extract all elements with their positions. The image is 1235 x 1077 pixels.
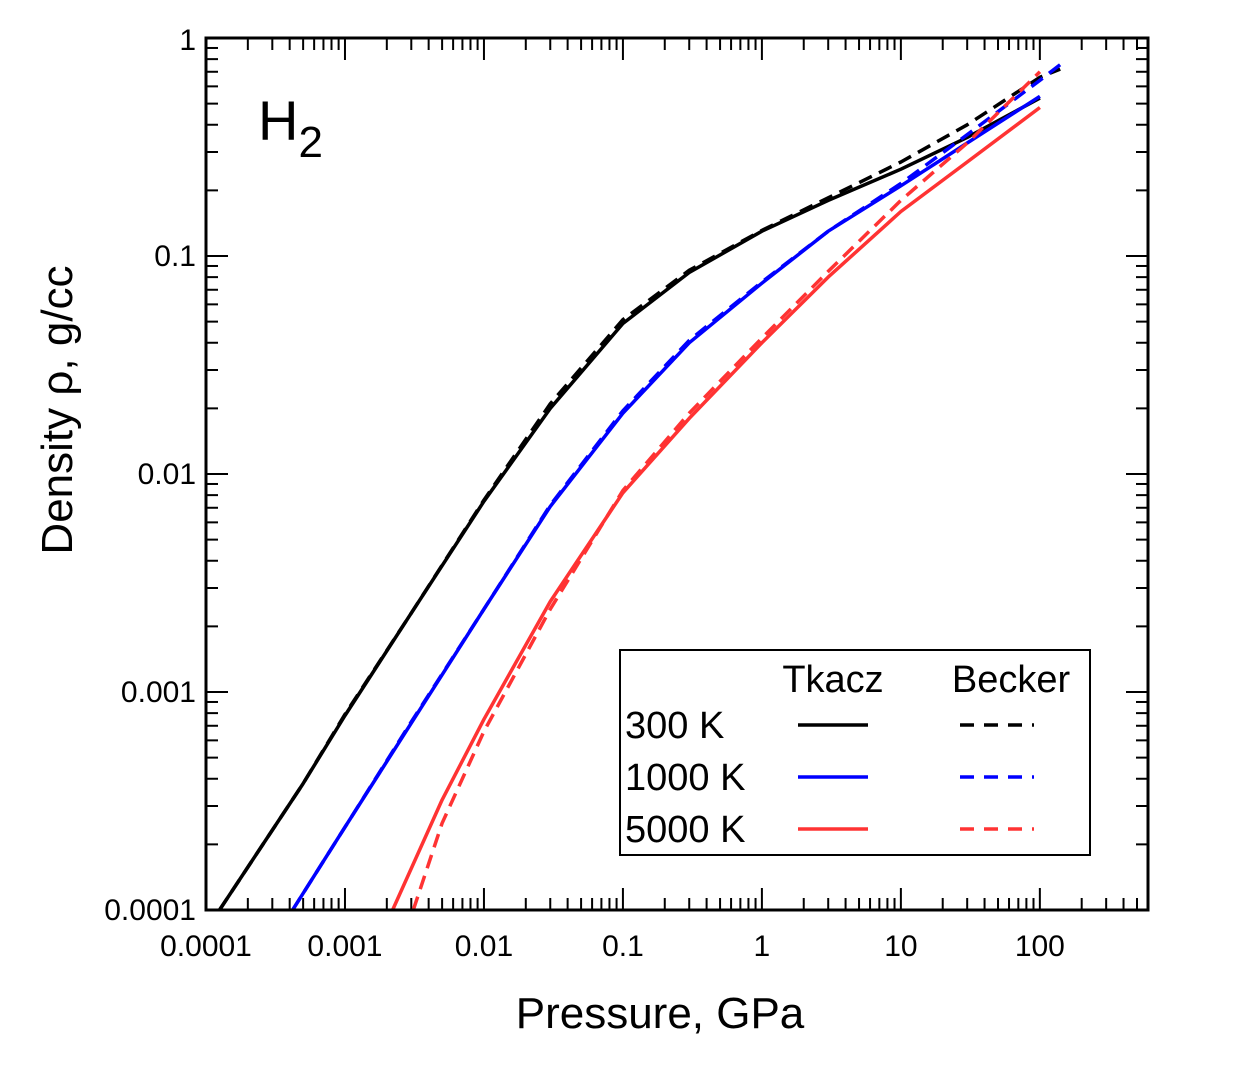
h2-annotation-subscript: 2 [298,118,322,167]
x-tick-label: 10 [884,930,917,963]
y-axis-title: Density ρ, g/cc [33,265,82,554]
legend-box [619,649,1091,856]
y-tick-label: 1 [179,24,196,57]
y-tick-label: 0.01 [138,458,196,491]
x-tick-label: 1 [754,930,771,963]
plot-frame [204,36,1150,912]
series-line-1000-k-becker [291,60,1066,911]
legend-label: 5000 K [625,809,745,851]
series-layer [218,60,1066,911]
legend-rows: 300 K 1000 K 5000 K [625,705,1034,851]
h2-annotation: H2 [258,89,323,167]
x-tick-label: 0.01 [455,930,513,963]
x-tick-label: 100 [1015,930,1065,963]
series-line-300-k-becker [218,67,1061,911]
y-tick-label: 0.1 [154,240,196,273]
x-tick-label: 0.001 [307,930,382,963]
legend: Tkacz Becker 300 K 1000 K 5000 K [619,649,1091,856]
series-line-5000-k-becker [411,70,1042,911]
legend-header-tkacz: Tkacz [782,659,883,701]
x-tick-label: 0.0001 [160,930,252,963]
x-tick-label: 0.1 [602,930,644,963]
x-axis-title: Pressure, GPa [516,989,805,1038]
y-tick-label: 0.0001 [104,894,196,927]
labels-layer: 0.0001 0.001 0.01 0.1 1 10 100 0.0001 0.001 0.01 0… [104,24,1065,963]
legend-label: 1000 K [625,757,745,799]
legend-header-becker: Becker [952,659,1071,701]
h2-annotation-main: H [258,89,298,152]
series-line-5000-k-tkacz [391,106,1041,911]
y-tick-label: 0.001 [121,676,196,709]
legend-label: 300 K [625,705,724,747]
